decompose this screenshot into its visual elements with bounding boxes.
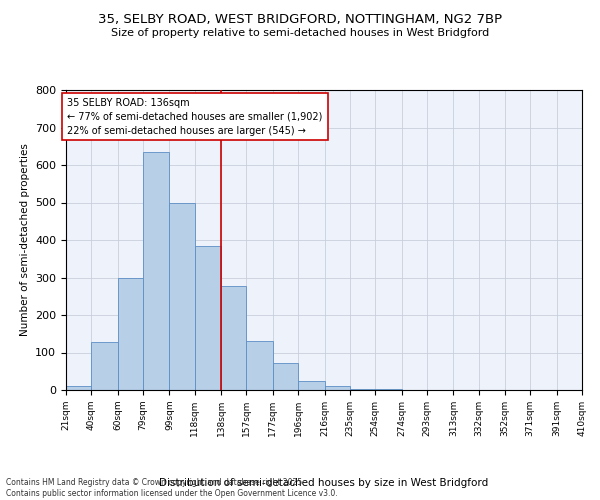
- Bar: [325, 386, 350, 390]
- Text: 35 SELBY ROAD: 136sqm
← 77% of semi-detached houses are smaller (1,902)
22% of s: 35 SELBY ROAD: 136sqm ← 77% of semi-deta…: [67, 98, 323, 136]
- Bar: [247, 341, 273, 390]
- Bar: [194, 246, 221, 390]
- Bar: [169, 202, 194, 390]
- Text: Size of property relative to semi-detached houses in West Bridgford: Size of property relative to semi-detach…: [111, 28, 489, 38]
- Bar: [375, 389, 401, 390]
- Bar: [66, 386, 91, 390]
- Bar: [273, 363, 298, 390]
- Bar: [118, 278, 143, 390]
- Text: Contains HM Land Registry data © Crown copyright and database right 2025.
Contai: Contains HM Land Registry data © Crown c…: [6, 478, 338, 498]
- Bar: [298, 380, 325, 390]
- X-axis label: Distribution of semi-detached houses by size in West Bridgford: Distribution of semi-detached houses by …: [160, 478, 488, 488]
- Bar: [221, 286, 247, 390]
- Bar: [143, 152, 169, 390]
- Text: 35, SELBY ROAD, WEST BRIDGFORD, NOTTINGHAM, NG2 7BP: 35, SELBY ROAD, WEST BRIDGFORD, NOTTINGH…: [98, 12, 502, 26]
- Bar: [350, 389, 375, 390]
- Y-axis label: Number of semi-detached properties: Number of semi-detached properties: [20, 144, 29, 336]
- Bar: [91, 342, 118, 390]
